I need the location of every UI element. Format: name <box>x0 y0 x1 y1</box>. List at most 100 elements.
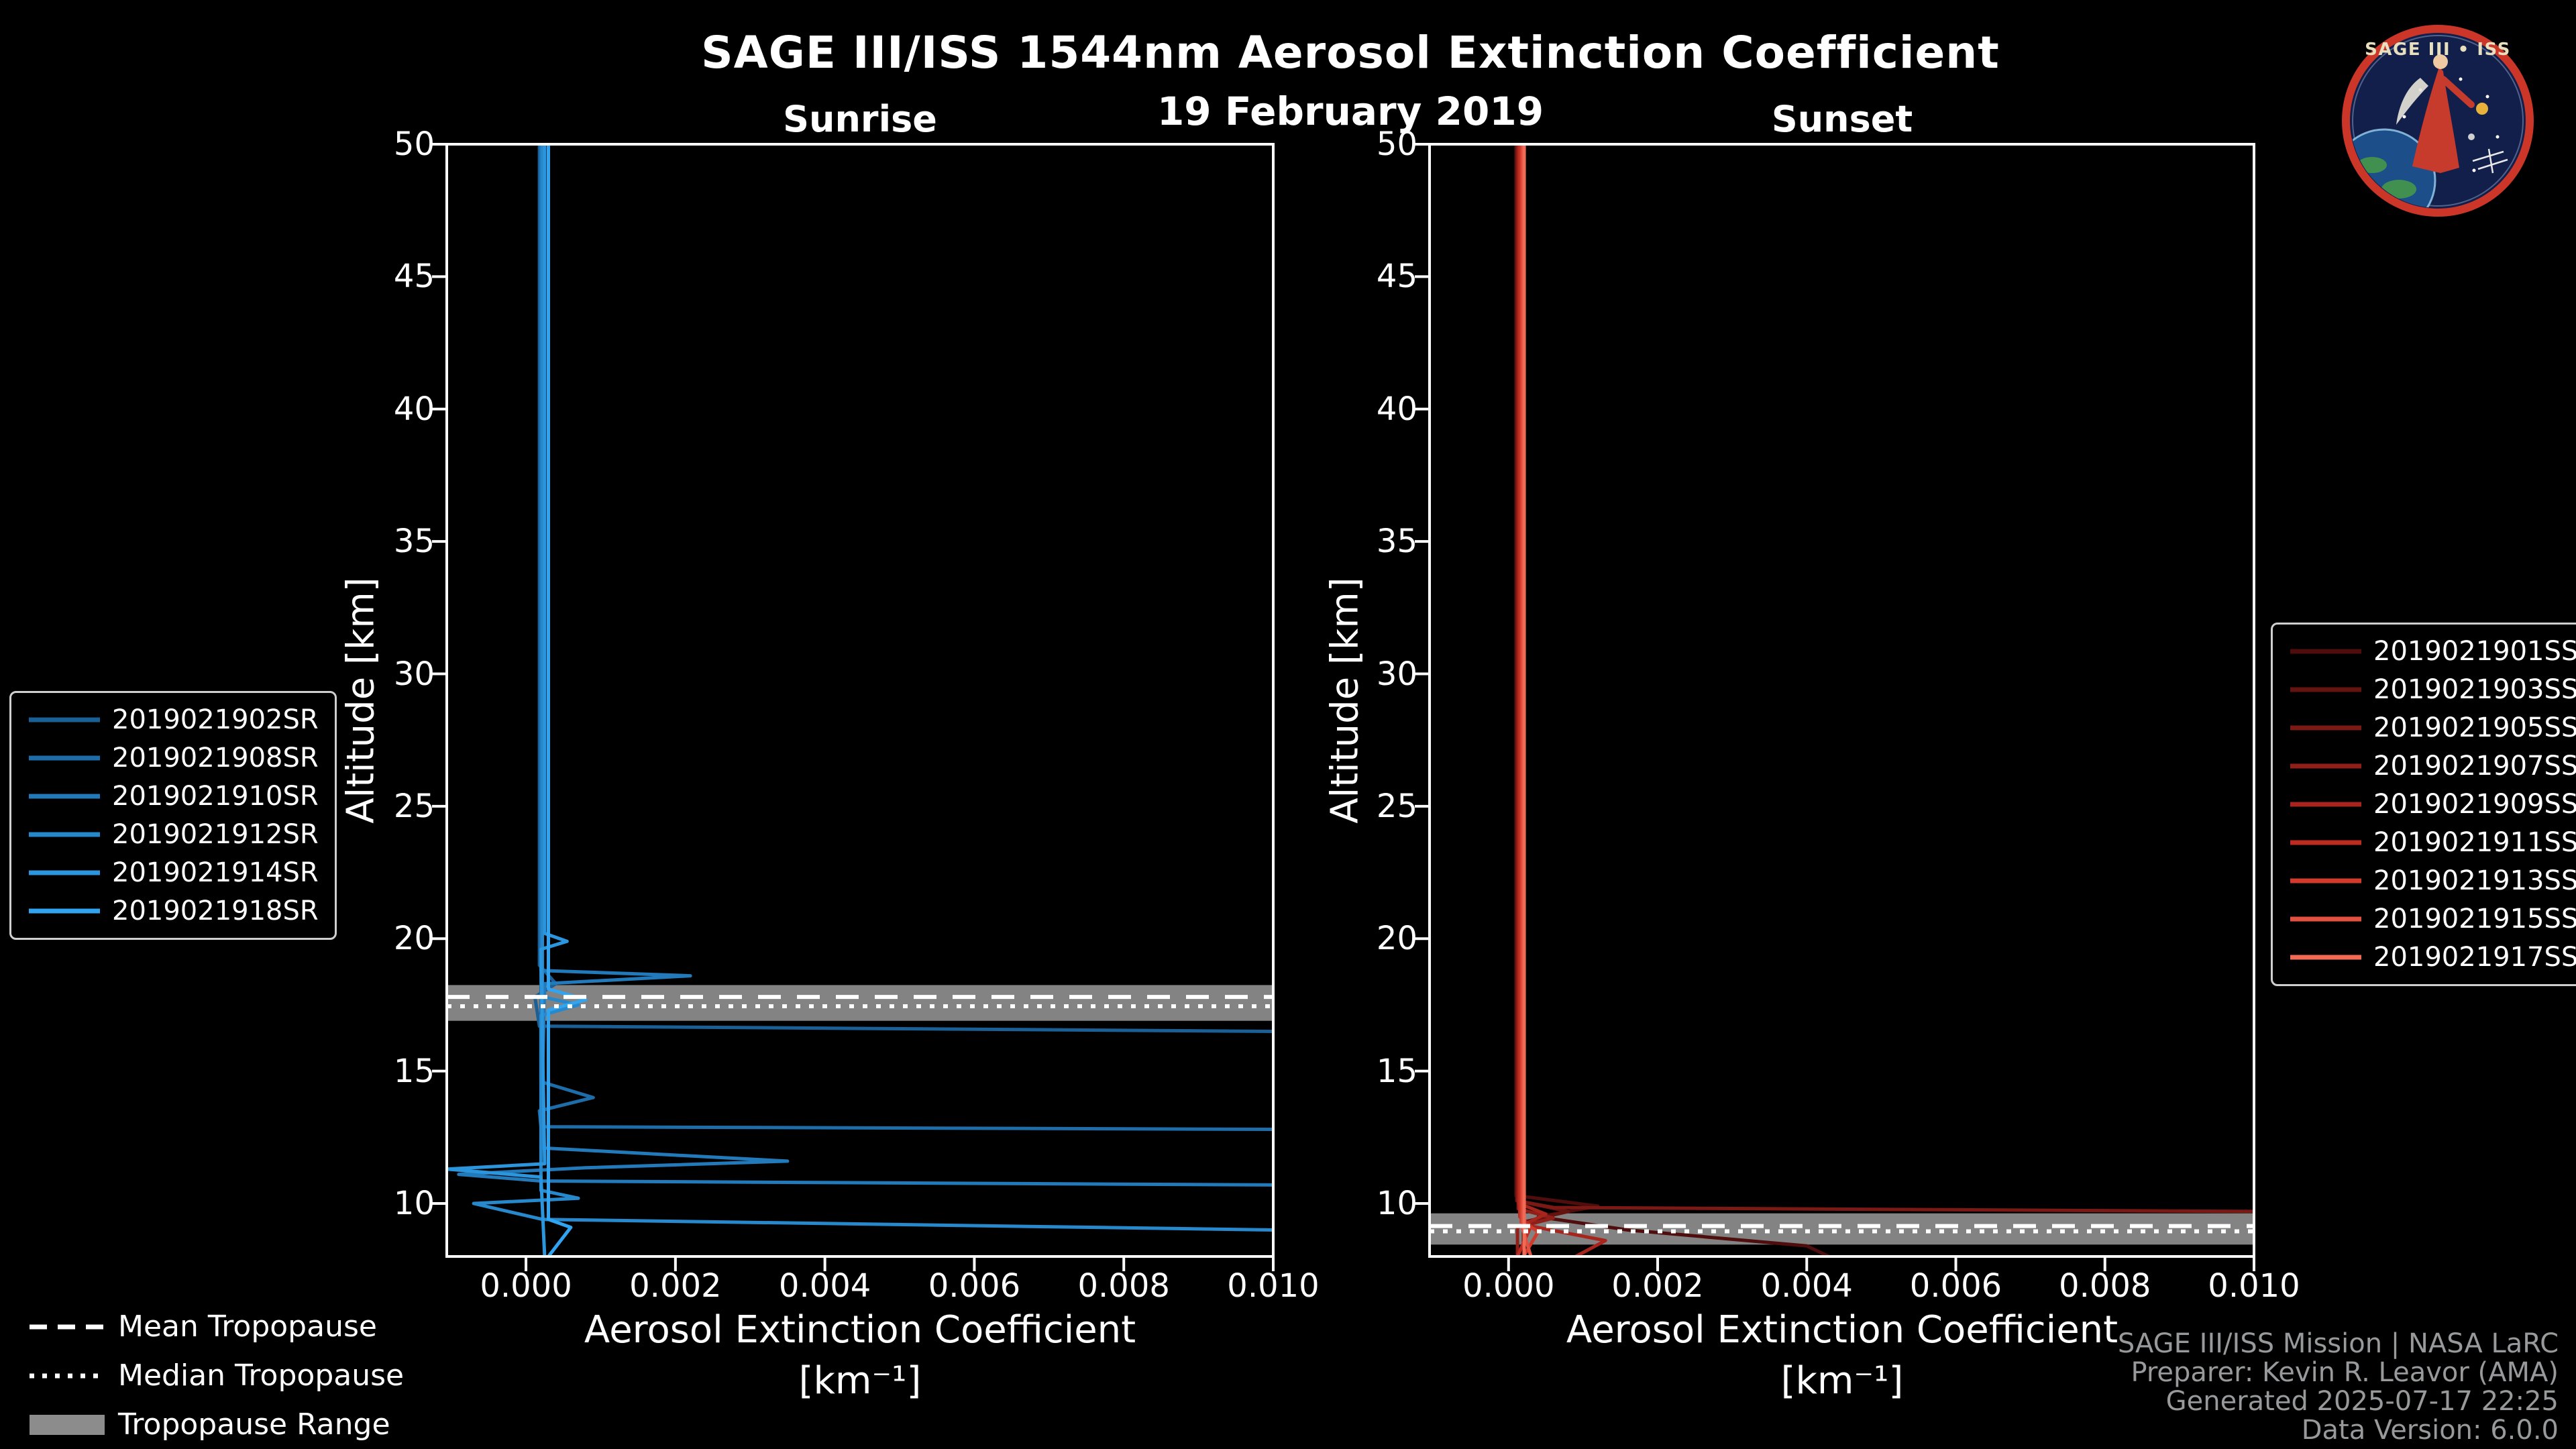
tropopause-legend-median-label: Median Tropopause <box>118 1358 405 1393</box>
series-color-line-icon <box>2290 955 2361 960</box>
logo-text: SAGE III • ISS <box>2365 40 2511 60</box>
legend-item-label: 2019021914SR <box>112 857 319 888</box>
x-tick-label: 0.008 <box>1077 1267 1170 1305</box>
y-tick-label: 50 <box>393 125 435 163</box>
logo-sun <box>2476 103 2488 115</box>
y-tick-label: 10 <box>1376 1185 1417 1223</box>
y-tick-label: 45 <box>1376 258 1417 296</box>
legend-item-2019021911SS: 2019021911SS <box>2289 828 2576 857</box>
tropopause-range-band <box>1430 1213 2254 1245</box>
mission-patch-logo: SAGE III • ISS <box>2342 25 2534 217</box>
logo-figure <box>2412 67 2459 173</box>
tropopause-range-band <box>447 985 1273 1021</box>
legend-item-label: 2019021913SS <box>2373 865 2576 896</box>
legend-item-label: 2019021903SS <box>2373 674 2576 705</box>
x-tick-label: 0.006 <box>1909 1267 2002 1305</box>
x-tick-label: 0.008 <box>2059 1267 2151 1305</box>
x-tick-label: 0.000 <box>1462 1267 1555 1305</box>
tropopause-legend-mean-label: Mean Tropopause <box>118 1309 377 1344</box>
series-color-line-icon <box>29 870 100 875</box>
series-color-line-icon <box>29 832 100 837</box>
legend-item-label: 2019021905SS <box>2373 712 2576 743</box>
legend-item-label: 2019021909SS <box>2373 789 2576 820</box>
y-tick-label: 20 <box>1376 920 1417 958</box>
y-tick-label: 20 <box>393 920 435 958</box>
footer-line-mission: SAGE III/ISS Mission | NASA LaRC <box>2117 1328 2559 1359</box>
x-axis-units-sunrise: [km⁻¹] <box>798 1359 922 1403</box>
series-color-line-icon <box>29 717 100 722</box>
series-color-line-icon <box>2290 687 2361 692</box>
y-tick-label: 30 <box>1376 655 1417 693</box>
plot-border <box>1428 143 2255 1258</box>
logo-iss-sketch <box>2472 148 2508 174</box>
x-axis-units-sunset: [km⁻¹] <box>1780 1359 1904 1403</box>
page-date: 19 February 2019 <box>1157 89 1544 134</box>
logo-figure-head <box>2433 54 2448 69</box>
x-axis-label-sunset: Aerosol Extinction Coefficient <box>1566 1308 2118 1352</box>
legend-item-2019021917SS: 2019021917SS <box>2289 943 2576 972</box>
legend-item-label: 2019021902SR <box>112 704 319 735</box>
legend-item-2019021908SR: 2019021908SR <box>28 743 319 773</box>
tropopause-legend: Mean Tropopause Median Tropopause Tropop… <box>30 1309 404 1442</box>
series-line-2019021908SR <box>537 144 1273 1131</box>
y-tick-label: 40 <box>393 390 435 428</box>
mean-tropopause-swatch-icon <box>30 1324 105 1329</box>
logo-wing <box>2396 78 2428 125</box>
series-color-line-icon <box>29 908 100 914</box>
legend-item-label: 2019021917SS <box>2373 942 2576 973</box>
legend-sunset: 2019021901SS 2019021903SS 2019021905SS 2019… <box>2271 623 2576 986</box>
y-tick-label: 25 <box>1376 787 1417 825</box>
footer-line-version: Data Version: 6.0.0 <box>2301 1415 2559 1446</box>
plot-border <box>445 143 1275 1258</box>
series-line-2019021901SS <box>1514 144 1831 1256</box>
legend-item-2019021913SS: 2019021913SS <box>2289 866 2576 896</box>
series-color-line-icon <box>2290 802 2361 807</box>
series-color-line-icon <box>2290 878 2361 883</box>
legend-item-2019021915SS: 2019021915SS <box>2289 904 2576 934</box>
series-line-2019021910SR <box>457 144 1273 1187</box>
legend-item-2019021909SS: 2019021909SS <box>2289 790 2576 819</box>
legend-item-2019021905SS: 2019021905SS <box>2289 713 2576 743</box>
legend-item-2019021910SR: 2019021910SR <box>28 782 319 811</box>
x-tick-label: 0.004 <box>1760 1267 1853 1305</box>
x-tick-label: 0.004 <box>778 1267 871 1305</box>
sunset-plot <box>1415 143 2255 1271</box>
series-color-line-icon <box>2290 840 2361 845</box>
legend-item-2019021903SS: 2019021903SS <box>2289 675 2576 704</box>
y-tick-label: 30 <box>393 655 435 693</box>
series-line-2019021918SR <box>547 144 588 1256</box>
median-tropopause-swatch-icon <box>30 1373 105 1378</box>
legend-sunrise: 2019021902SR 2019021908SR 2019021910SR 2019… <box>9 691 337 940</box>
x-tick-label: 0.002 <box>1611 1267 1704 1305</box>
legend-item-label: 2019021918SR <box>112 896 319 926</box>
legend-item-2019021901SS: 2019021901SS <box>2289 637 2576 666</box>
tropopause-legend-mean: Mean Tropopause <box>30 1309 404 1344</box>
y-tick-label: 15 <box>1376 1052 1417 1090</box>
footer-credits: SAGE III/ISS Mission | NASA LaRC Prepare… <box>2118 1330 2559 1445</box>
series-line-2019021905SS <box>1515 144 2254 1214</box>
series-line-2019021902SR <box>533 144 1273 1033</box>
y-tick-label: 40 <box>1376 390 1417 428</box>
legend-item-2019021914SR: 2019021914SR <box>28 858 319 888</box>
x-tick-label: 0.000 <box>480 1267 572 1305</box>
legend-item-label: 2019021912SR <box>112 819 319 850</box>
y-tick-label: 35 <box>393 523 435 561</box>
legend-item-label: 2019021915SS <box>2373 904 2576 934</box>
series-color-line-icon <box>29 755 100 761</box>
legend-item-2019021912SR: 2019021912SR <box>28 820 319 849</box>
series-color-line-icon <box>2290 916 2361 922</box>
legend-item-label: 2019021908SR <box>112 743 319 773</box>
logo-moon <box>2468 133 2475 140</box>
panel-title-sunset: Sunset <box>1771 98 1913 140</box>
legend-item-label: 2019021911SS <box>2373 827 2576 858</box>
sunrise-plot <box>432 143 1275 1271</box>
legend-item-2019021918SR: 2019021918SR <box>28 896 319 926</box>
y-tick-label: 50 <box>1376 125 1417 163</box>
legend-item-label: 2019021901SS <box>2373 636 2576 667</box>
y-tick-label: 35 <box>1376 523 1417 561</box>
x-tick-label: 0.006 <box>928 1267 1021 1305</box>
y-axis-label-sunset: Altitude [km] <box>1323 577 1367 824</box>
footer-line-preparer: Preparer: Kevin R. Leavor (AMA) <box>2131 1357 2559 1388</box>
tropopause-legend-range-label: Tropopause Range <box>118 1407 390 1442</box>
legend-item-2019021902SR: 2019021902SR <box>28 705 319 735</box>
